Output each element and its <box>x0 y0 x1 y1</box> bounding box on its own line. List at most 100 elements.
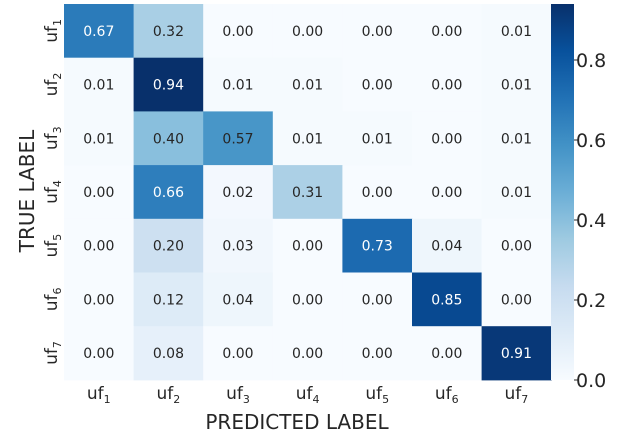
cell-value-label-r2-c4: 0.01 <box>292 78 323 94</box>
heatmap-cell-r6-c7 <box>481 272 552 327</box>
colorbar-tick-labels: 0.0 0.2 0.4 0.6 0.8 <box>574 50 606 392</box>
heatmap-cell-r7-c3 <box>203 326 274 381</box>
cell-value-label-r4-c3: 0.02 <box>222 185 253 201</box>
heatmap-cell-r2-c2 <box>133 57 204 112</box>
heatmap-cell-r6-c4 <box>272 272 343 327</box>
heatmap-cell-r4-c1 <box>64 165 135 220</box>
heatmap-cell-r4-c4 <box>272 165 343 220</box>
cell-value-label-r2-c7: 0.01 <box>501 78 532 94</box>
cell-value-label-r5-c1: 0.00 <box>83 239 114 255</box>
cell-value-label-r2-c1: 0.01 <box>83 78 114 94</box>
cell-value-label-r7-c3: 0.00 <box>222 346 253 362</box>
heatmap-cell-r7-c5 <box>342 326 413 381</box>
heatmap-cell-r2-c3 <box>203 57 274 112</box>
heatmap-cell-r3-c5 <box>342 111 413 166</box>
y-tick-label-7: uf7 <box>42 341 64 365</box>
heatmap-cell-r3-c4 <box>272 111 343 166</box>
heatmap-cell-r4-c2 <box>133 165 204 220</box>
x-tick-label-2: uf2 <box>157 384 181 406</box>
heatmap-cell-r1-c3 <box>203 4 274 59</box>
heatmap-cell-r7-c4 <box>272 326 343 381</box>
heatmap-cell-r6-c5 <box>342 272 413 327</box>
heatmap-cell-r1-c1 <box>64 4 135 59</box>
colorbar: 0.0 0.2 0.4 0.6 0.8 <box>551 4 606 392</box>
cell-value-label-r1-c3: 0.00 <box>222 24 253 40</box>
cell-value-label-r4-c5: 0.00 <box>362 185 393 201</box>
cell-value-label-r2-c5: 0.00 <box>362 78 393 94</box>
heatmap-cell-r2-c7 <box>481 57 552 112</box>
heatmap-cell-r7-c2 <box>133 326 204 381</box>
cell-value-label-r3-c7: 0.01 <box>501 131 532 147</box>
cell-value-label-r4-c4: 0.31 <box>292 185 323 201</box>
y-tick-label-6: uf6 <box>42 287 64 311</box>
heatmap-cell-r6-c1 <box>64 272 135 327</box>
heatmap-cell-r5-c3 <box>203 218 274 273</box>
heatmap-cell-r7-c1 <box>64 326 135 381</box>
heatmap-cell-r4-c5 <box>342 165 413 220</box>
x-tick-label-7: uf7 <box>505 384 529 406</box>
cell-value-label-r7-c5: 0.00 <box>362 346 393 362</box>
y-tick-label-2: uf2 <box>42 73 64 97</box>
cell-value-label-r3-c4: 0.01 <box>292 131 323 147</box>
colorbar-tick-label-3: 0.4 <box>576 210 606 232</box>
y-axis-label: TRUE LABEL <box>15 129 39 253</box>
cell-value-label-r1-c7: 0.01 <box>501 24 532 40</box>
heatmap-cell-r3-c7 <box>481 111 552 166</box>
y-tick-label-3: uf3 <box>42 126 64 150</box>
cell-value-label-r1-c5: 0.00 <box>362 24 393 40</box>
heatmap-cell-r5-c6 <box>412 218 483 273</box>
cell-value-label-r4-c6: 0.00 <box>431 185 462 201</box>
cell-value-label-r2-c3: 0.01 <box>222 78 253 94</box>
heatmap-cell-r4-c7 <box>481 165 552 220</box>
colorbar-tick-label-1: 0.0 <box>576 370 606 392</box>
colorbar-tick-label-5: 0.8 <box>576 50 606 72</box>
heatmap-cell-r1-c7 <box>481 4 552 59</box>
heatmap-cell-r3-c1 <box>64 111 135 166</box>
y-tick-label-4: uf4 <box>42 180 64 204</box>
x-tick-labels: uf1 uf2 uf3 uf4 uf5 uf6 uf7 <box>87 384 528 406</box>
cell-value-label-r5-c4: 0.00 <box>292 239 323 255</box>
colorbar-tick-label-2: 0.2 <box>576 290 606 312</box>
cell-value-label-r6-c2: 0.12 <box>153 292 184 308</box>
heatmap-cells: 0.67 0.32 0.00 0.00 0.00 0.00 0.01 0.01 0.94 0.01… <box>64 4 552 381</box>
y-tick-labels: uf1 uf2 uf3 uf4 uf5 uf6 uf7 <box>42 19 64 365</box>
cell-value-label-r6-c7: 0.00 <box>501 292 532 308</box>
cell-value-label-r5-c7: 0.00 <box>501 239 532 255</box>
heatmap-cell-r6-c6 <box>412 272 483 327</box>
heatmap-cell-r6-c2 <box>133 272 204 327</box>
cell-value-label-r5-c6: 0.04 <box>431 239 462 255</box>
colorbar-tick-label-4: 0.6 <box>576 130 606 152</box>
cell-value-label-r6-c4: 0.00 <box>292 292 323 308</box>
heatmap-cell-r2-c4 <box>272 57 343 112</box>
cell-value-label-r7-c7: 0.91 <box>501 346 532 362</box>
cell-value-label-r1-c2: 0.32 <box>153 24 184 40</box>
cell-value-label-r7-c4: 0.00 <box>292 346 323 362</box>
heatmap-cell-r5-c5 <box>342 218 413 273</box>
cell-value-label-r5-c2: 0.20 <box>153 239 184 255</box>
heatmap-cell-r5-c1 <box>64 218 135 273</box>
cell-value-label-r1-c4: 0.00 <box>292 24 323 40</box>
heatmap-cell-r5-c2 <box>133 218 204 273</box>
heatmap-cell-r1-c2 <box>133 4 204 59</box>
y-tick-label-1: uf1 <box>42 19 64 43</box>
cell-value-label-r3-c5: 0.01 <box>362 131 393 147</box>
cell-value-label-r2-c6: 0.00 <box>431 78 462 94</box>
cell-value-label-r3-c2: 0.40 <box>153 131 184 147</box>
cell-value-label-r4-c2: 0.66 <box>153 185 184 201</box>
heatmap-cell-r4-c3 <box>203 165 274 220</box>
cell-value-label-r1-c1: 0.67 <box>83 24 114 40</box>
heatmap-cell-r3-c3 <box>203 111 274 166</box>
x-tick-label-1: uf1 <box>87 384 111 406</box>
x-tick-label-3: uf3 <box>226 384 250 406</box>
cell-value-label-r1-c6: 0.00 <box>431 24 462 40</box>
heatmap-cell-r5-c7 <box>481 218 552 273</box>
x-axis-label: PREDICTED LABEL <box>205 410 389 434</box>
cell-value-label-r6-c5: 0.00 <box>362 292 393 308</box>
x-tick-label-4: uf4 <box>296 384 320 406</box>
heatmap-cell-r5-c4 <box>272 218 343 273</box>
cell-value-label-r5-c5: 0.73 <box>362 239 393 255</box>
cell-value-label-r7-c2: 0.08 <box>153 346 184 362</box>
x-tick-label-6: uf6 <box>435 384 459 406</box>
